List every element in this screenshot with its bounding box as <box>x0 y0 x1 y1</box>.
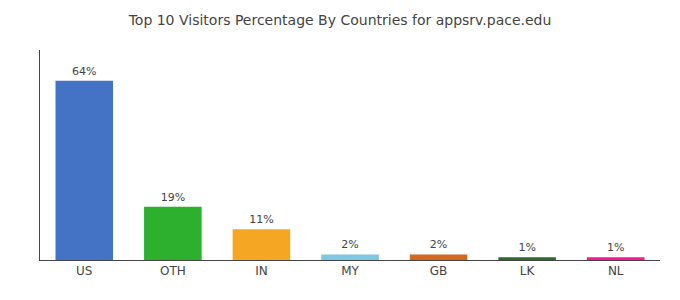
svg-text:11%: 11% <box>249 213 273 226</box>
svg-text:64%: 64% <box>72 65 96 78</box>
svg-text:Top 10 Visitors Percentage By: Top 10 Visitors Percentage By Countries … <box>128 12 552 28</box>
svg-text:2%: 2% <box>430 238 447 251</box>
svg-text:OTH: OTH <box>160 264 186 278</box>
svg-text:2%: 2% <box>341 238 358 251</box>
svg-text:US: US <box>76 264 92 278</box>
svg-text:MY: MY <box>341 264 359 278</box>
svg-text:NL: NL <box>608 264 624 278</box>
svg-text:LK: LK <box>520 264 536 278</box>
svg-text:GB: GB <box>430 264 448 278</box>
svg-text:1%: 1% <box>518 241 535 254</box>
svg-text:1%: 1% <box>607 241 624 254</box>
svg-text:19%: 19% <box>161 191 185 204</box>
svg-text:IN: IN <box>255 264 268 278</box>
